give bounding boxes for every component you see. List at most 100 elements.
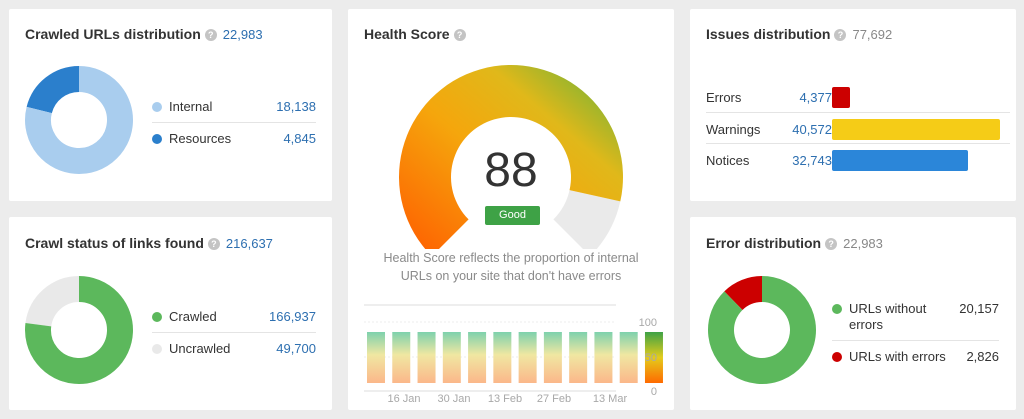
health-score-description: Health Score reflects the proportion of …: [348, 249, 674, 285]
health-score-title: Health Score: [364, 26, 450, 42]
legend-value[interactable]: 166,937: [269, 309, 316, 324]
errors-bar[interactable]: [832, 87, 851, 108]
issues-card: Issues distribution? 77,692 Errors 4,377 …: [690, 9, 1016, 201]
crawled-urls-donut[interactable]: [24, 65, 134, 175]
legend-item-uncrawled[interactable]: Uncrawled 49,700: [152, 332, 316, 363]
legend-label-line: URLs without: [849, 301, 927, 316]
error-distribution-total: 22,983: [843, 236, 883, 251]
warnings-bar[interactable]: [832, 119, 1000, 140]
trend-bar[interactable]: [417, 332, 436, 383]
urls-without-errors-dot: [832, 304, 842, 314]
internal-dot: [152, 102, 162, 112]
crawled-urls-card: Crawled URLs distribution? 22,983 Interna…: [9, 9, 332, 201]
issue-value[interactable]: 4,377: [799, 90, 832, 105]
issue-row-warnings[interactable]: Warnings 40,572: [706, 112, 1010, 143]
legend-label: URLs with errors: [849, 349, 946, 364]
health-status-badge: Good: [485, 206, 540, 225]
error-distribution-legend: URLs without errors 20,157 URLs with erro…: [832, 297, 999, 371]
health-score-card: Health Score? 88 Good Health Score refle…: [348, 9, 674, 410]
error-distribution-title: Error distribution: [706, 235, 822, 251]
urls-without-errors-segment[interactable]: [708, 276, 816, 384]
trend-bar[interactable]: [619, 332, 638, 383]
issue-row-notices[interactable]: Notices 32,743: [706, 143, 1010, 174]
legend-label-line: errors: [849, 317, 883, 332]
legend-item-internal[interactable]: Internal 18,138: [152, 91, 316, 122]
issues-title: Issues distribution: [706, 26, 831, 42]
crawl-status-title: Crawl status of links found: [25, 235, 204, 251]
trend-bar[interactable]: [367, 332, 385, 383]
resources-segment[interactable]: [26, 66, 80, 114]
crawled-urls-title: Crawled URLs distribution: [25, 26, 201, 42]
health-trend-chart[interactable]: 16 Jan 30 Jan 13 Feb 27 Feb 13 Mar 100 50 0: [348, 303, 674, 408]
trend-bar[interactable]: [392, 332, 411, 383]
trend-y-tick: 100: [639, 317, 657, 329]
trend-y-tick: 50: [645, 352, 657, 364]
help-icon[interactable]: ?: [204, 29, 217, 41]
trend-bar[interactable]: [644, 332, 663, 383]
crawled-urls-title-row: Crawled URLs distribution? 22,983: [25, 26, 263, 42]
legend-value[interactable]: 2,826: [966, 349, 999, 364]
crawled-dot: [152, 312, 162, 322]
trend-bar[interactable]: [468, 332, 487, 383]
legend-item-resources[interactable]: Resources 4,845: [152, 122, 316, 153]
gauge-fill: [399, 65, 623, 249]
crawled-urls-total[interactable]: 22,983: [222, 27, 263, 42]
issues-total: 77,692: [852, 27, 893, 42]
help-icon[interactable]: ?: [834, 29, 847, 41]
legend-label: URLs without errors: [849, 301, 926, 333]
trend-x-tick: 16 Jan: [387, 393, 420, 405]
description-line: Health Score reflects the proportion of …: [383, 251, 639, 265]
trend-bar[interactable]: [594, 332, 613, 383]
trend-bar[interactable]: [442, 332, 461, 383]
issues-title-row: Issues distribution? 77,692: [706, 26, 892, 42]
legend-value[interactable]: 18,138: [276, 99, 316, 114]
trend-x-tick: 30 Jan: [437, 393, 470, 405]
notices-bar[interactable]: [832, 150, 968, 171]
urls-with-errors-dot: [832, 352, 842, 362]
legend-item-urls-with-errors[interactable]: URLs with errors 2,826: [832, 340, 999, 371]
legend-label: Uncrawled: [169, 341, 231, 356]
crawl-status-total[interactable]: 216,637: [225, 236, 273, 251]
health-gauge: [399, 65, 623, 249]
issue-label: Warnings: [706, 122, 761, 137]
trend-x-tick: 27 Feb: [537, 393, 571, 405]
legend-item-crawled[interactable]: Crawled 166,937: [152, 301, 316, 332]
help-icon[interactable]: ?: [453, 29, 466, 41]
error-distribution-donut[interactable]: [707, 275, 817, 385]
crawled-segment[interactable]: [25, 276, 133, 384]
trend-x-tick: 13 Feb: [488, 393, 522, 405]
trend-bar[interactable]: [518, 332, 537, 383]
help-icon[interactable]: ?: [825, 238, 838, 250]
legend-item-urls-without-errors[interactable]: URLs without errors 20,157: [832, 297, 999, 340]
legend-value[interactable]: 49,700: [276, 341, 316, 356]
crawled-urls-legend: Internal 18,138 Resources 4,845: [152, 91, 316, 153]
error-distribution-card: Error distribution? 22,983 URLs without er…: [690, 217, 1016, 410]
resources-dot: [152, 134, 162, 144]
trend-y-tick: 0: [651, 386, 657, 398]
issue-label: Notices: [706, 153, 750, 168]
issues-list: Errors 4,377 Warnings 40,572 Notices 32,…: [706, 81, 1010, 174]
legend-value[interactable]: 4,845: [283, 131, 316, 146]
legend-value[interactable]: 20,157: [959, 301, 999, 316]
uncrawled-dot: [152, 344, 162, 354]
legend-label: Crawled: [169, 309, 217, 324]
uncrawled-segment[interactable]: [25, 276, 80, 328]
trend-bar[interactable]: [493, 332, 512, 383]
trend-bar[interactable]: [543, 332, 562, 383]
gauge-track: [553, 190, 621, 249]
help-icon[interactable]: ?: [207, 238, 220, 250]
issue-label: Errors: [706, 90, 742, 105]
internal-segment[interactable]: [25, 66, 133, 174]
crawl-status-donut[interactable]: [24, 275, 134, 385]
trend-bar[interactable]: [569, 332, 588, 383]
issue-value[interactable]: 32,743: [792, 153, 832, 168]
issue-value[interactable]: 40,572: [792, 122, 832, 137]
legend-label: Resources: [169, 131, 232, 146]
crawl-status-title-row: Crawl status of links found? 216,637: [25, 235, 273, 251]
trend-x-tick: 13 Mar: [593, 393, 628, 405]
health-score-value: 88: [484, 144, 538, 197]
issue-row-errors[interactable]: Errors 4,377: [706, 81, 1010, 112]
error-distribution-title-row: Error distribution? 22,983: [706, 235, 883, 251]
legend-label: Internal: [169, 99, 213, 114]
urls-with-errors-segment[interactable]: [724, 276, 763, 311]
